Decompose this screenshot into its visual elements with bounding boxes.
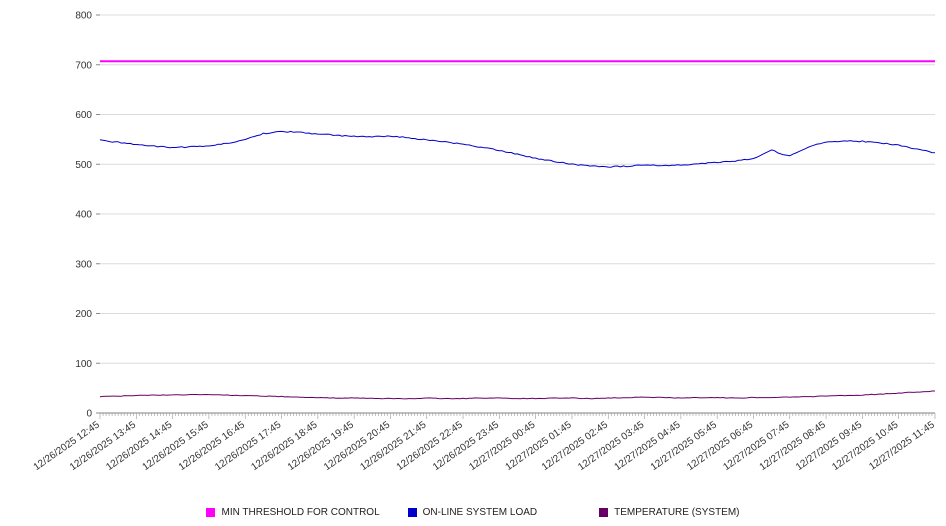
x-tick-label: 12/27/2025 00:45	[467, 419, 537, 473]
series-line-2	[99, 390, 935, 400]
x-tick-label: 12/26/2025 19:45	[286, 419, 356, 473]
y-tick-label: 600	[75, 110, 92, 121]
x-tick-label: 12/26/2025 20:45	[322, 419, 392, 473]
legend-label-temperature: TEMPERATURE (SYSTEM)	[614, 506, 740, 518]
x-tick-label: 12/27/2025 04:45	[613, 419, 683, 473]
legend-label-system-load: ON-LINE SYSTEM LOAD	[422, 506, 538, 518]
x-tick-label: 12/26/2025 17:45	[213, 419, 283, 473]
legend-item-temperature[interactable]: TEMPERATURE (SYSTEM)	[599, 506, 740, 518]
x-tick-label: 12/27/2025 02:45	[540, 419, 610, 473]
y-tick-label: 0	[86, 409, 92, 420]
x-tick-label: 12/27/2025 10:45	[830, 419, 900, 473]
x-tick-label: 12/27/2025 11:45	[867, 419, 937, 472]
x-tick-label: 12/27/2025 06:45	[685, 419, 755, 473]
y-tick-label: 700	[75, 60, 92, 71]
x-tick-label: 12/27/2025 01:45	[504, 419, 574, 473]
x-tick-label: 12/27/2025 09:45	[794, 419, 864, 473]
x-tick-label: 12/26/2025 23:45	[431, 419, 501, 473]
legend-swatch-system-load-icon	[407, 507, 417, 517]
x-tick-label: 12/26/2025 21:45	[358, 419, 428, 473]
x-tick-label: 12/26/2025 22:45	[395, 419, 465, 473]
x-tick-label: 12/27/2025 03:45	[576, 419, 646, 473]
y-tick-label: 200	[75, 309, 92, 320]
x-tick-label: 12/26/2025 16:45	[177, 419, 247, 473]
legend-item-system-load[interactable]: ON-LINE SYSTEM LOAD	[407, 506, 538, 518]
y-tick-label: 500	[75, 160, 92, 171]
x-tick-label: 12/27/2025 08:45	[758, 419, 828, 473]
y-tick-label: 800	[75, 11, 92, 22]
series-line-1	[99, 130, 936, 168]
y-tick-label: 400	[75, 210, 92, 221]
y-tick-label: 300	[75, 259, 92, 270]
x-tick-label: 12/26/2025 12:45	[32, 419, 102, 473]
legend-swatch-temperature-icon	[599, 507, 609, 517]
chart-legend: MIN THRESHOLD FOR CONTROL ON-LINE SYSTEM…	[0, 498, 946, 526]
legend-label-min-threshold: MIN THRESHOLD FOR CONTROL	[221, 506, 380, 518]
x-tick-label: 12/27/2025 05:45	[649, 419, 719, 473]
legend-item-min-threshold[interactable]: MIN THRESHOLD FOR CONTROL	[206, 506, 380, 518]
chart-plot: 0 100 200 300 400 500 600 700 800 12/26/2025 12:4…	[32, 11, 937, 474]
legend-swatch-min-threshold-icon	[206, 507, 216, 517]
x-tick-label: 12/26/2025 18:45	[249, 419, 319, 473]
x-tick-label: 12/26/2025 15:45	[141, 419, 211, 473]
x-tick-label: 12/27/2025 07:45	[721, 419, 791, 473]
x-tick-label: 12/26/2025 13:45	[68, 419, 138, 473]
y-tick-label: 100	[75, 359, 92, 370]
x-tick-label: 12/26/2025 14:45	[104, 419, 174, 473]
